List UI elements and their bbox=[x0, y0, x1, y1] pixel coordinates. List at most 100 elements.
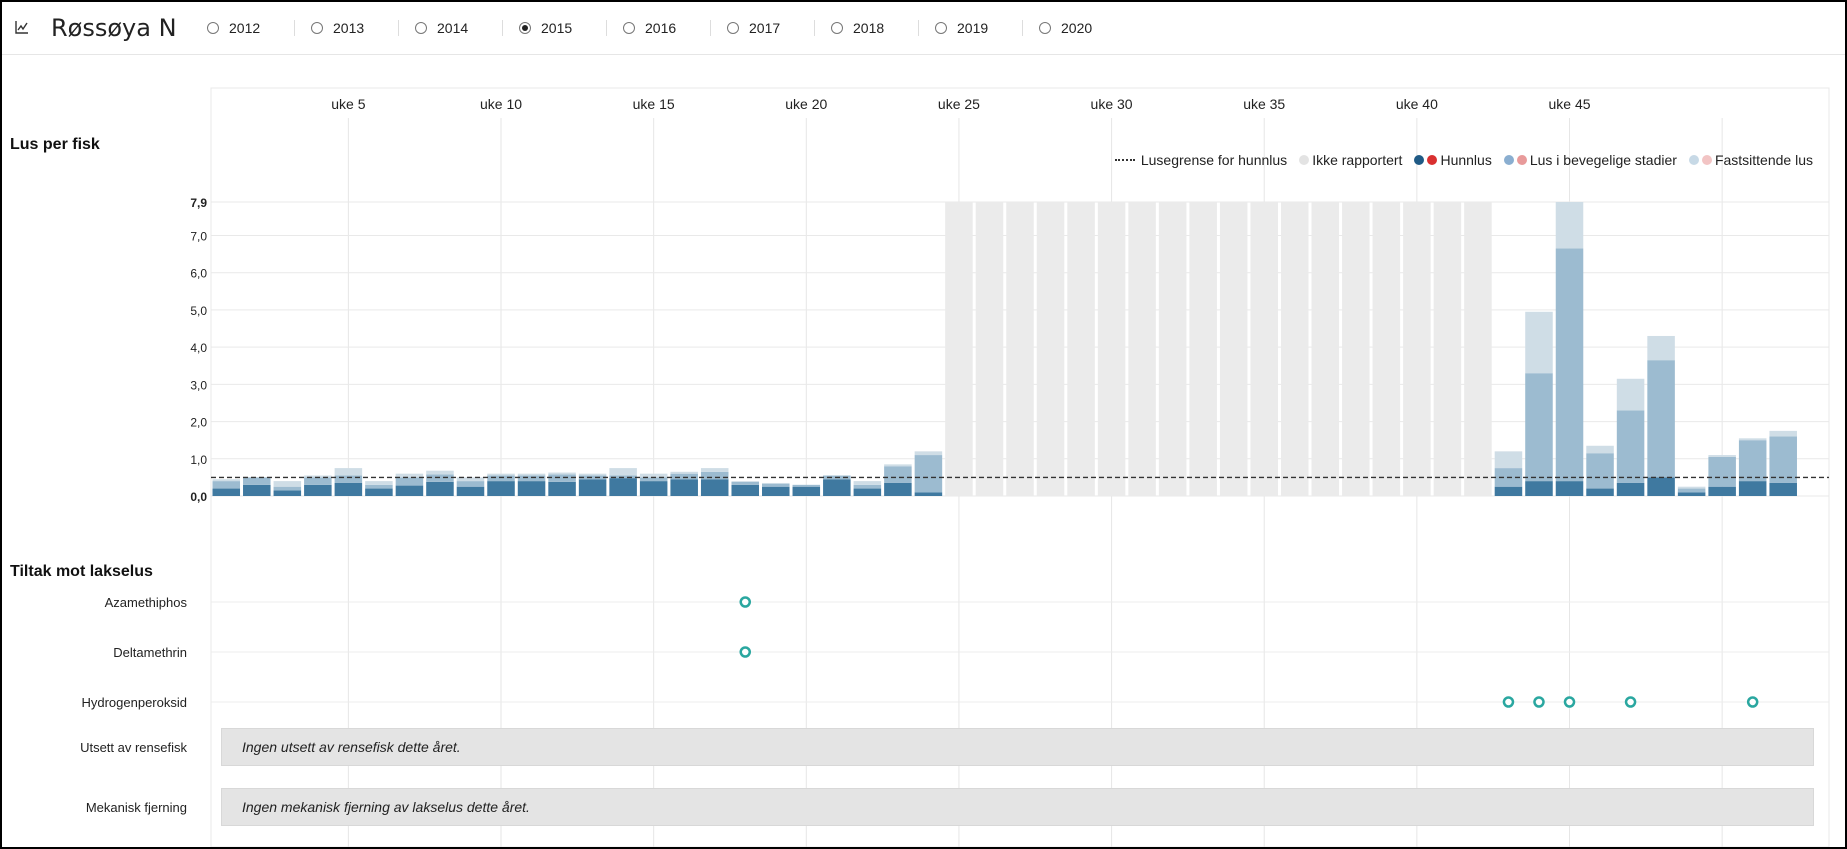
legend-hunnlus-label: Hunnlus bbox=[1440, 152, 1492, 168]
y-tick-label: 1,0 bbox=[190, 453, 207, 467]
bar-segment-fastsittende-lus bbox=[548, 472, 576, 475]
year-option-2019[interactable]: 2019 bbox=[935, 2, 1039, 54]
bar-segment-fastsittende-lus bbox=[762, 482, 790, 484]
dashed-line-icon bbox=[1114, 159, 1135, 161]
bar-segment-hunnlus bbox=[578, 479, 607, 496]
bar-ikke-rapportert bbox=[1189, 202, 1217, 496]
bar-segment-hunnlus bbox=[1555, 481, 1584, 496]
treatment-marker bbox=[1624, 696, 1637, 708]
bar-segment-lus-i-bevegelige-stadier bbox=[853, 484, 882, 489]
bar-segment-fastsittende-lus bbox=[304, 475, 332, 478]
bar-ikke-rapportert bbox=[945, 202, 973, 496]
plot-frame bbox=[210, 87, 1830, 847]
bar-segment-hunnlus bbox=[273, 490, 302, 496]
bar-segment-hunnlus bbox=[304, 484, 332, 496]
treatment-marker bbox=[739, 646, 751, 658]
bar-segment-fastsittende-lus bbox=[365, 481, 393, 485]
year-option-2020[interactable]: 2020 bbox=[1039, 2, 1143, 54]
bar-segment-lus-i-bevegelige-stadier bbox=[304, 477, 332, 485]
radio-icon[interactable] bbox=[1039, 22, 1051, 34]
legend-bevegelige[interactable]: Lus i bevegelige stadier bbox=[1503, 152, 1677, 168]
treatment-label-hydrogenperoksid: Hydrogenperoksid bbox=[81, 695, 187, 710]
year-option-2015[interactable]: 2015 bbox=[519, 2, 623, 54]
radio-icon[interactable] bbox=[623, 22, 635, 34]
legend-ikke-rapportert-label: Ikke rapportert bbox=[1312, 152, 1403, 168]
bar-segment-hunnlus bbox=[517, 481, 546, 496]
legend-bevegelige-label: Lus i bevegelige stadier bbox=[1529, 152, 1677, 168]
bar-ikke-rapportert bbox=[1128, 202, 1156, 496]
year-option-2016[interactable]: 2016 bbox=[623, 2, 727, 54]
radio-icon[interactable] bbox=[207, 22, 219, 34]
treatment-marker bbox=[1746, 696, 1759, 708]
year-label: 2017 bbox=[749, 20, 781, 36]
bar-segment-lus-i-bevegelige-stadier bbox=[273, 486, 302, 491]
red-dot-icon bbox=[1427, 155, 1438, 165]
year-option-2013[interactable]: 2013 bbox=[311, 2, 415, 54]
y-tick-label: 3,0 bbox=[190, 378, 207, 392]
radio-icon[interactable] bbox=[727, 22, 739, 34]
bar-segment-lus-i-bevegelige-stadier bbox=[212, 481, 241, 489]
year-selector: 2012 2013 2014 2015 2016 2017 2018 2019 2020 bbox=[207, 2, 1143, 54]
bar-ikke-rapportert bbox=[1311, 202, 1340, 496]
bar-segment-hunnlus bbox=[1616, 482, 1645, 496]
year-separator bbox=[294, 20, 295, 36]
line-chart-icon bbox=[15, 21, 28, 34]
bar-segment-hunnlus bbox=[1494, 486, 1523, 496]
year-option-2018[interactable]: 2018 bbox=[831, 2, 935, 54]
mekanisk-info-box: Ingen mekanisk fjerning av lakselus dett… bbox=[221, 788, 1814, 826]
x-tick-label: uke 40 bbox=[1396, 96, 1438, 112]
bar-ikke-rapportert bbox=[1372, 202, 1401, 496]
bar-segment-fastsittende-lus bbox=[884, 464, 912, 467]
legend-lusegrense[interactable]: Lusegrense for hunnlus bbox=[1114, 152, 1287, 168]
bar-segment-fastsittende-lus bbox=[609, 468, 637, 476]
y-tick-label: 4,0 bbox=[190, 341, 207, 355]
radio-icon[interactable] bbox=[935, 22, 947, 34]
bar-segment-lus-i-bevegelige-stadier bbox=[395, 477, 424, 486]
year-option-2014[interactable]: 2014 bbox=[415, 2, 519, 54]
bar-ikke-rapportert bbox=[1067, 202, 1095, 496]
treatment-label-rensefisk: Utsett av rensefisk bbox=[80, 740, 187, 755]
bar-segment-fastsittende-lus bbox=[517, 473, 546, 476]
bar-segment-lus-i-bevegelige-stadier bbox=[548, 474, 576, 482]
legend-fastsittende[interactable]: Fastsittende lus bbox=[1688, 152, 1813, 168]
bar-ikke-rapportert bbox=[1006, 202, 1034, 496]
legend-ikke-rapportert[interactable]: Ikke rapportert bbox=[1299, 152, 1402, 168]
y-tick-label: 5,0 bbox=[190, 304, 207, 318]
light-blue-dot-icon bbox=[1503, 155, 1514, 165]
year-option-2012[interactable]: 2012 bbox=[207, 2, 311, 54]
legend-hunnlus[interactable]: Hunnlus bbox=[1414, 152, 1492, 168]
bar-segment-hunnlus bbox=[456, 486, 485, 496]
radio-icon[interactable] bbox=[519, 22, 531, 34]
bar-segment-fastsittende-lus bbox=[1494, 451, 1523, 469]
bar-segment-fastsittende-lus bbox=[487, 473, 515, 476]
radio-icon[interactable] bbox=[831, 22, 843, 34]
bar-segment-fastsittende-lus bbox=[395, 473, 424, 478]
year-label: 2019 bbox=[957, 20, 989, 36]
header-bar: Røssøya N 2012 2013 2014 2015 2016 2017 2018 20… bbox=[2, 2, 1845, 55]
bar-segment-hunnlus bbox=[1738, 481, 1767, 496]
bar-segment-hunnlus bbox=[823, 479, 851, 496]
x-tick-label: uke 20 bbox=[785, 96, 827, 112]
y-tick-label: 2,0 bbox=[190, 416, 207, 430]
bar-segment-lus-i-bevegelige-stadier bbox=[243, 477, 271, 485]
bar-segment-fastsittende-lus bbox=[1616, 378, 1645, 411]
year-option-2017[interactable]: 2017 bbox=[727, 2, 831, 54]
radio-icon[interactable] bbox=[415, 22, 427, 34]
bar-segment-lus-i-bevegelige-stadier bbox=[1769, 436, 1797, 483]
bar-ikke-rapportert bbox=[1403, 202, 1431, 496]
y-tick-label: 0,0 bbox=[190, 490, 207, 504]
bar-segment-fastsittende-lus bbox=[1647, 335, 1675, 361]
year-label: 2018 bbox=[853, 20, 885, 36]
bar-ikke-rapportert bbox=[975, 202, 1004, 496]
bar-segment-fastsittende-lus bbox=[212, 479, 241, 482]
bar-ikke-rapportert bbox=[1342, 202, 1370, 496]
year-separator bbox=[1022, 20, 1023, 36]
bar-segment-lus-i-bevegelige-stadier bbox=[1586, 453, 1614, 489]
bar-segment-fastsittende-lus bbox=[1738, 438, 1767, 441]
radio-icon[interactable] bbox=[311, 22, 323, 34]
pale-blue-dot-icon bbox=[1688, 155, 1699, 165]
bar-segment-hunnlus bbox=[1525, 481, 1553, 496]
bar-segment-hunnlus bbox=[548, 481, 576, 496]
x-tick-label: uke 35 bbox=[1243, 96, 1285, 112]
